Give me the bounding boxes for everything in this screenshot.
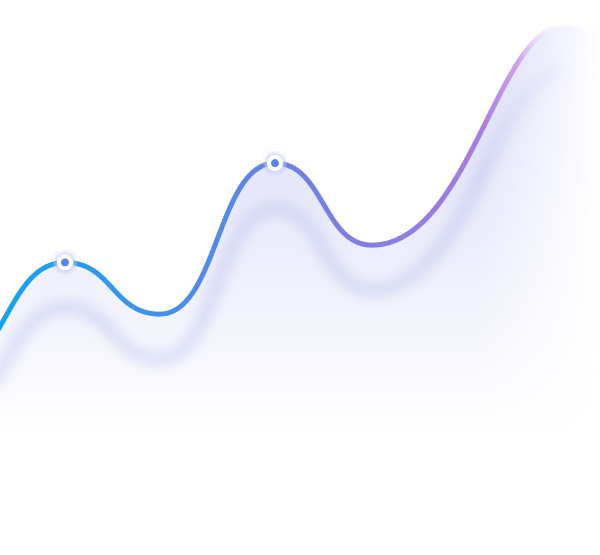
point-marker-dot [61, 258, 69, 267]
line-shadow [0, 65, 566, 382]
point-marker-dot [271, 159, 279, 168]
area-fill [0, 25, 600, 510]
